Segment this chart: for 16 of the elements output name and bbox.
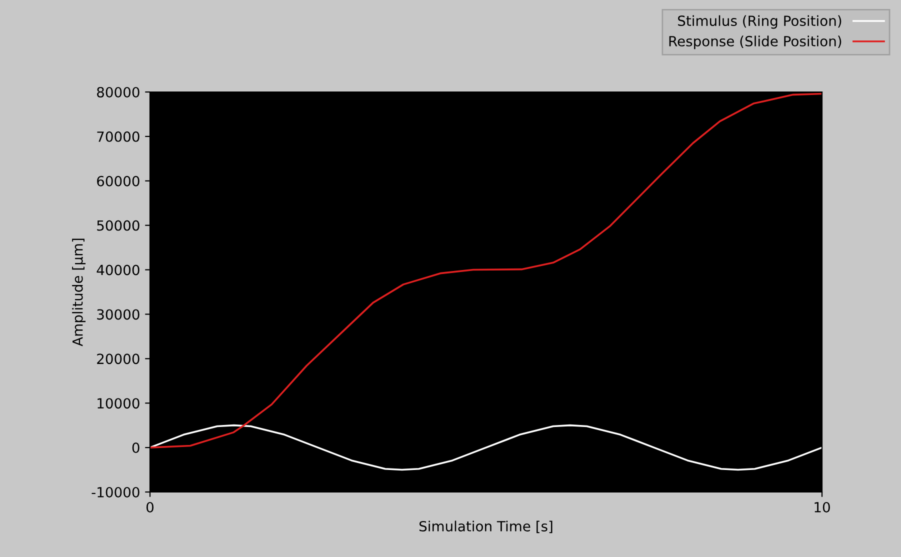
legend-label: Response (Slide Position): [669, 36, 842, 50]
y-tick-label: 50000: [97, 220, 140, 231]
x-tick-label: 10: [814, 502, 830, 512]
y-tick-label: 10000: [98, 398, 140, 409]
y-axis-title: Amplitude [µm]: [72, 238, 86, 346]
y-tick-label: 30000: [97, 309, 140, 320]
y-tick-label: 20000: [97, 354, 140, 364]
y-tick-label: 40000: [96, 264, 140, 276]
y-tick-label: 0: [132, 442, 140, 454]
y-tick-label: 70000: [97, 131, 140, 142]
y-tick-label: 80000: [97, 86, 140, 98]
legend-label: Stimulus (Ring Position): [678, 15, 842, 29]
line-series: [150, 424, 822, 471]
y-tick-label: -10000: [92, 486, 140, 498]
x-axis-title: Simulation Time [s]: [419, 520, 552, 534]
y-tick-label: 60000: [97, 176, 140, 186]
